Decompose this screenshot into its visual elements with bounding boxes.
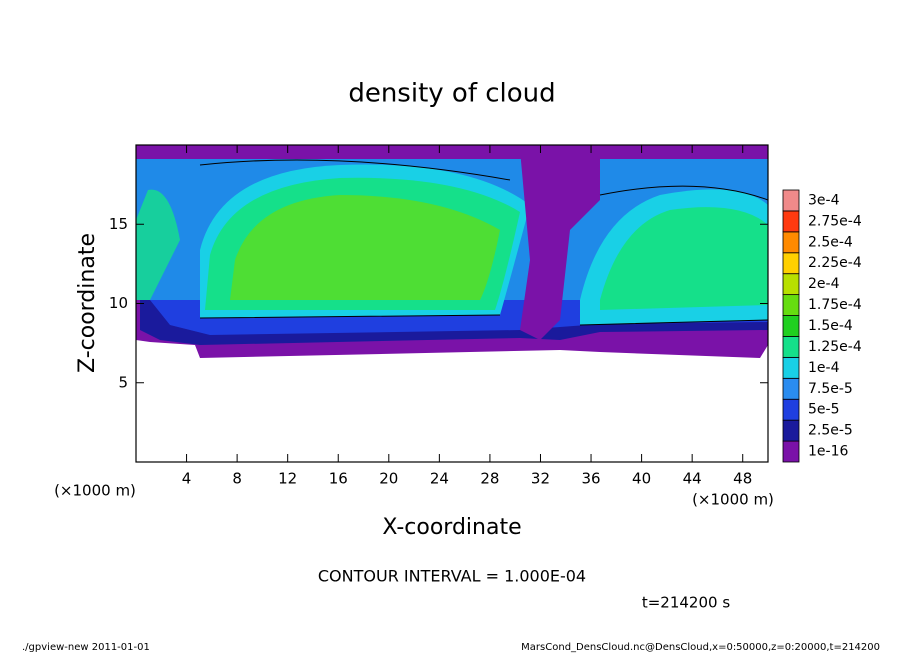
x-axis-label: X-coordinate xyxy=(382,515,521,540)
x-tick-label: 48 xyxy=(733,470,752,488)
x-tick-label: 4 xyxy=(182,470,192,488)
x-tick-label: 40 xyxy=(632,470,651,488)
x-tick-label: 12 xyxy=(278,470,297,488)
colorbar-label: 2.75e-4 xyxy=(808,213,862,229)
field xyxy=(136,145,768,358)
y-tick-label: 10 xyxy=(109,294,128,312)
x-tick-label: 44 xyxy=(683,470,702,488)
x-unit: (×1000 m) xyxy=(54,482,136,500)
colorbar-box xyxy=(782,315,800,337)
colorbar-label: 1e-16 xyxy=(808,444,848,460)
colorbar-box xyxy=(782,210,800,233)
colorbar-label: 1.5e-4 xyxy=(808,318,853,334)
x-tick-label: 24 xyxy=(430,470,449,488)
colorbar-box xyxy=(782,440,800,463)
x-tick-label: 28 xyxy=(480,470,499,488)
colorbar-label: 2.5e-5 xyxy=(808,423,853,439)
colorbar-box xyxy=(782,294,800,316)
x-tick-label: 8 xyxy=(232,470,242,488)
colorbar-box xyxy=(782,273,800,296)
colorbar-label: 1.25e-4 xyxy=(808,339,862,355)
colorbar-box xyxy=(782,398,800,421)
footer-left: ./gpview-new 2011-01-01 xyxy=(22,642,150,653)
colorbar-label: 2.5e-4 xyxy=(808,234,853,250)
chart-title: density of cloud xyxy=(348,79,555,109)
colorbar-label: 1.75e-4 xyxy=(808,297,862,313)
colorbar-label: 2e-4 xyxy=(808,276,840,292)
colorbar-box xyxy=(782,419,800,442)
colorbar-label: 7.5e-5 xyxy=(808,381,853,397)
x-tick-label: 16 xyxy=(329,470,348,488)
colorbar-label: 1e-4 xyxy=(808,360,840,376)
colorbar-box xyxy=(782,356,800,379)
colorbar-box xyxy=(782,252,800,275)
colorbar-label: 2.25e-4 xyxy=(808,255,862,271)
time-label: t=214200 s xyxy=(642,594,730,612)
footer-right: MarsCond_DensCloud.nc@DensCloud,x=0:5000… xyxy=(521,642,880,653)
colorbar-box xyxy=(782,189,800,212)
contour-interval: CONTOUR INTERVAL = 1.000E-04 xyxy=(318,567,586,586)
x-tick-label: 36 xyxy=(581,470,600,488)
x-tick-label: 32 xyxy=(531,470,550,488)
colorbar-box xyxy=(782,377,800,400)
y-tick-label: 15 xyxy=(109,215,128,233)
y-tick-label: 5 xyxy=(118,373,128,391)
colorbar-label: 3e-4 xyxy=(808,192,840,208)
y-axis-label: Z-coordinate xyxy=(75,233,100,373)
x-unit: (×1000 m) xyxy=(692,491,774,509)
colorbar-box xyxy=(782,336,800,358)
x-tick-label: 20 xyxy=(379,470,398,488)
colorbar-label: 5e-5 xyxy=(808,402,839,418)
colorbar-box xyxy=(782,231,800,254)
